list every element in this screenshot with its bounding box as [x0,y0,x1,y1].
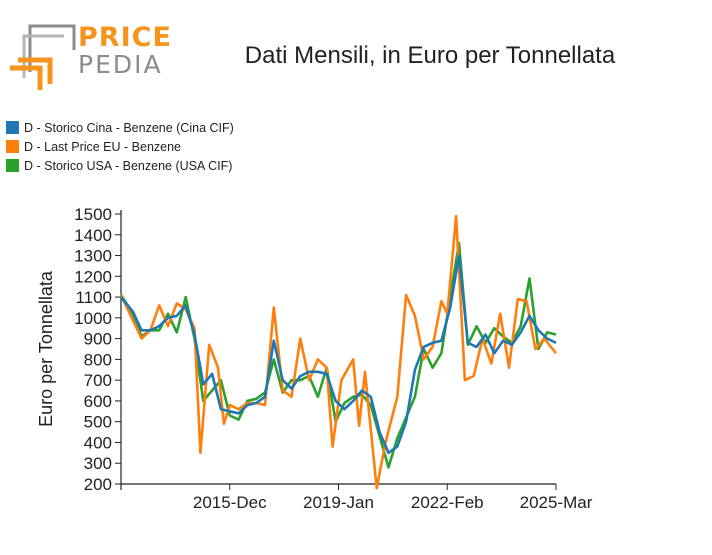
series-line-1[interactable] [119,214,558,490]
x-tick-label: 2019-Jan [303,493,374,512]
pricepedia-logo [8,22,168,92]
x-axis: 2015-Dec 2019-Jan 2022-Feb 2025-Mar [120,483,593,512]
logo-text-price: PRICE [78,22,172,53]
legend-item-china[interactable]: D - Storico Cina - Benzene (Cina CIF) [6,118,234,137]
legend-swatch-eu [6,140,19,153]
chart-legend: D - Storico Cina - Benzene (Cina CIF) D … [6,118,234,175]
y-axis: 2003004005006007008009001000110012001300… [74,205,122,494]
x-tick-label: 2022-Feb [411,493,484,512]
y-axis-title: Euro per Tonnellata [36,270,56,427]
y-tick-label: 700 [84,371,112,390]
y-tick-label: 300 [84,454,112,473]
logo-mark-icon [10,24,76,90]
legend-swatch-china [6,121,19,134]
legend-swatch-usa [6,159,19,172]
y-tick-label: 1200 [74,267,112,286]
chart-title: Dati Mensili, in Euro per Tonnellata [244,42,616,69]
x-tick-label: 2015-Dec [193,493,267,512]
logo-text-pedia: PEDIA [78,50,163,79]
y-tick-label: 200 [84,475,112,494]
legend-item-usa[interactable]: D - Storico USA - Benzene (USA CIF) [6,156,234,175]
legend-label-eu: D - Last Price EU - Benzene [24,139,182,154]
series-line-2[interactable] [119,241,557,469]
x-tick-label: 2025-Mar [520,493,593,512]
y-tick-label: 1400 [74,226,112,245]
series-line-0[interactable] [119,254,557,455]
y-tick-label: 1500 [74,205,112,224]
y-tick-label: 900 [84,330,112,349]
y-tick-label: 1000 [74,309,112,328]
y-tick-label: 1100 [75,288,112,307]
legend-label-china: D - Storico Cina - Benzene (Cina CIF) [24,120,234,135]
y-tick-label: 500 [84,413,112,432]
y-tick-label: 600 [84,392,112,411]
y-tick-label: 1300 [74,247,112,266]
series-lines [119,214,558,490]
legend-label-usa: D - Storico USA - Benzene (USA CIF) [24,158,233,173]
y-tick-label: 400 [84,433,112,452]
legend-item-eu[interactable]: D - Last Price EU - Benzene [6,137,234,156]
y-tick-label: 800 [84,350,112,369]
